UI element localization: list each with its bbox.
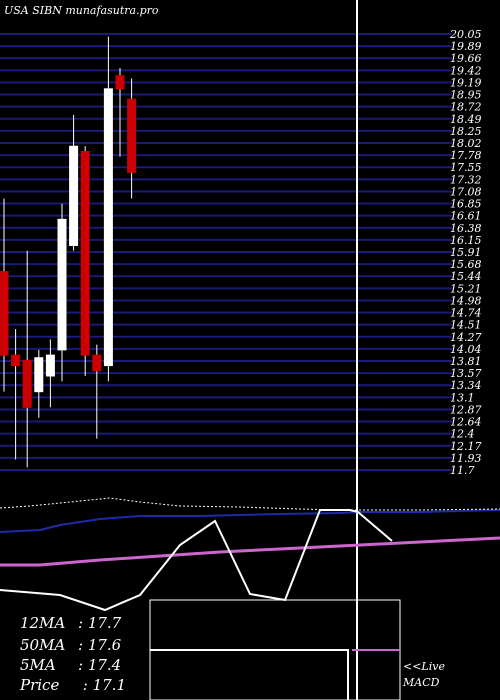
price-tick-label: 13.57	[450, 367, 482, 380]
candle-body	[115, 75, 125, 90]
candle-body	[57, 218, 67, 351]
price-tick-label: 14.04	[450, 343, 482, 356]
candle-body	[92, 354, 102, 372]
candle-body	[0, 271, 9, 356]
price-tick-label: 19.19	[450, 76, 482, 89]
price-tick-label: 11.7	[450, 464, 475, 477]
price-tick-label: 18.72	[450, 101, 482, 114]
price-tick-label: 17.08	[450, 185, 482, 198]
price-tick-label: 18.95	[450, 89, 482, 102]
indicator-line-white	[0, 509, 393, 612]
price-tick-label: 18.49	[450, 113, 482, 126]
macd-live-label: <<Live	[403, 660, 445, 673]
price-tick-label: 17.78	[450, 149, 482, 162]
price-tick-label: 16.15	[450, 234, 482, 247]
price-tick-label: 14.98	[450, 294, 482, 307]
price-tick-label: 16.85	[450, 198, 482, 211]
macd-title: MACD	[403, 676, 440, 689]
stat-12ma-value: : 17.7	[78, 614, 122, 632]
price-tick-label: 12.4	[450, 428, 475, 441]
chart-title: USA SIBN munafasutra.pro	[4, 4, 159, 17]
candle-body	[45, 354, 55, 377]
stat-12ma: 12MA : 17.7	[20, 614, 121, 632]
price-tick-label: 11.93	[450, 452, 482, 465]
stat-price: Price : 17.1	[20, 676, 126, 694]
price-tick-label: 19.42	[450, 64, 482, 77]
macd-line-white	[150, 649, 349, 700]
price-tick-label: 15.21	[450, 282, 482, 295]
stat-5ma-label: 5MA	[20, 656, 56, 674]
price-tick-label: 15.44	[450, 270, 482, 283]
price-tick-label: 12.17	[450, 440, 482, 453]
price-tick-label: 13.81	[450, 355, 482, 368]
price-tick-label: 15.91	[450, 246, 482, 259]
candle-body	[22, 359, 32, 408]
candle-body	[11, 354, 21, 367]
stat-50ma-label: 50MA	[20, 636, 66, 654]
stat-50ma: 50MA : 17.6	[20, 636, 121, 654]
stat-50ma-value: : 17.6	[78, 636, 122, 654]
stat-5ma: 5MA : 17.4	[20, 656, 121, 674]
candle-body	[127, 98, 137, 173]
price-tick-label: 14.51	[450, 319, 482, 332]
stat-price-value: : 17.1	[78, 676, 126, 694]
candle-body	[103, 88, 113, 367]
ma-line-dotted	[0, 497, 500, 511]
stat-5ma-value: : 17.4	[78, 656, 122, 674]
price-tick-label: 18.02	[450, 137, 482, 150]
price-tick-label: 19.66	[450, 52, 482, 65]
price-tick-label: 12.64	[450, 416, 482, 429]
stat-12ma-label: 12MA	[20, 614, 66, 632]
candle-body	[80, 150, 90, 356]
price-tick-label: 20.05	[449, 28, 482, 41]
stat-price-label: Price	[20, 676, 60, 694]
price-tick-label: 16.61	[450, 210, 482, 223]
candle-body	[69, 145, 79, 246]
price-tick-label: 18.25	[450, 125, 482, 138]
price-tick-label: 13.34	[450, 379, 482, 392]
price-tick-label: 13.1	[450, 391, 475, 404]
price-tick-label: 15.68	[450, 258, 482, 271]
price-tick-label: 14.27	[450, 331, 482, 344]
price-tick-label: 14.74	[450, 307, 482, 320]
price-tick-label: 17.32	[450, 173, 482, 186]
price-tick-label: 17.55	[450, 161, 482, 174]
ma-line-blue	[0, 509, 500, 533]
ma-line-pink	[0, 536, 500, 567]
price-tick-label: 19.89	[450, 40, 482, 53]
price-tick-label: 12.87	[450, 403, 482, 416]
price-tick-label: 16.38	[450, 222, 482, 235]
candle-body	[34, 357, 44, 393]
